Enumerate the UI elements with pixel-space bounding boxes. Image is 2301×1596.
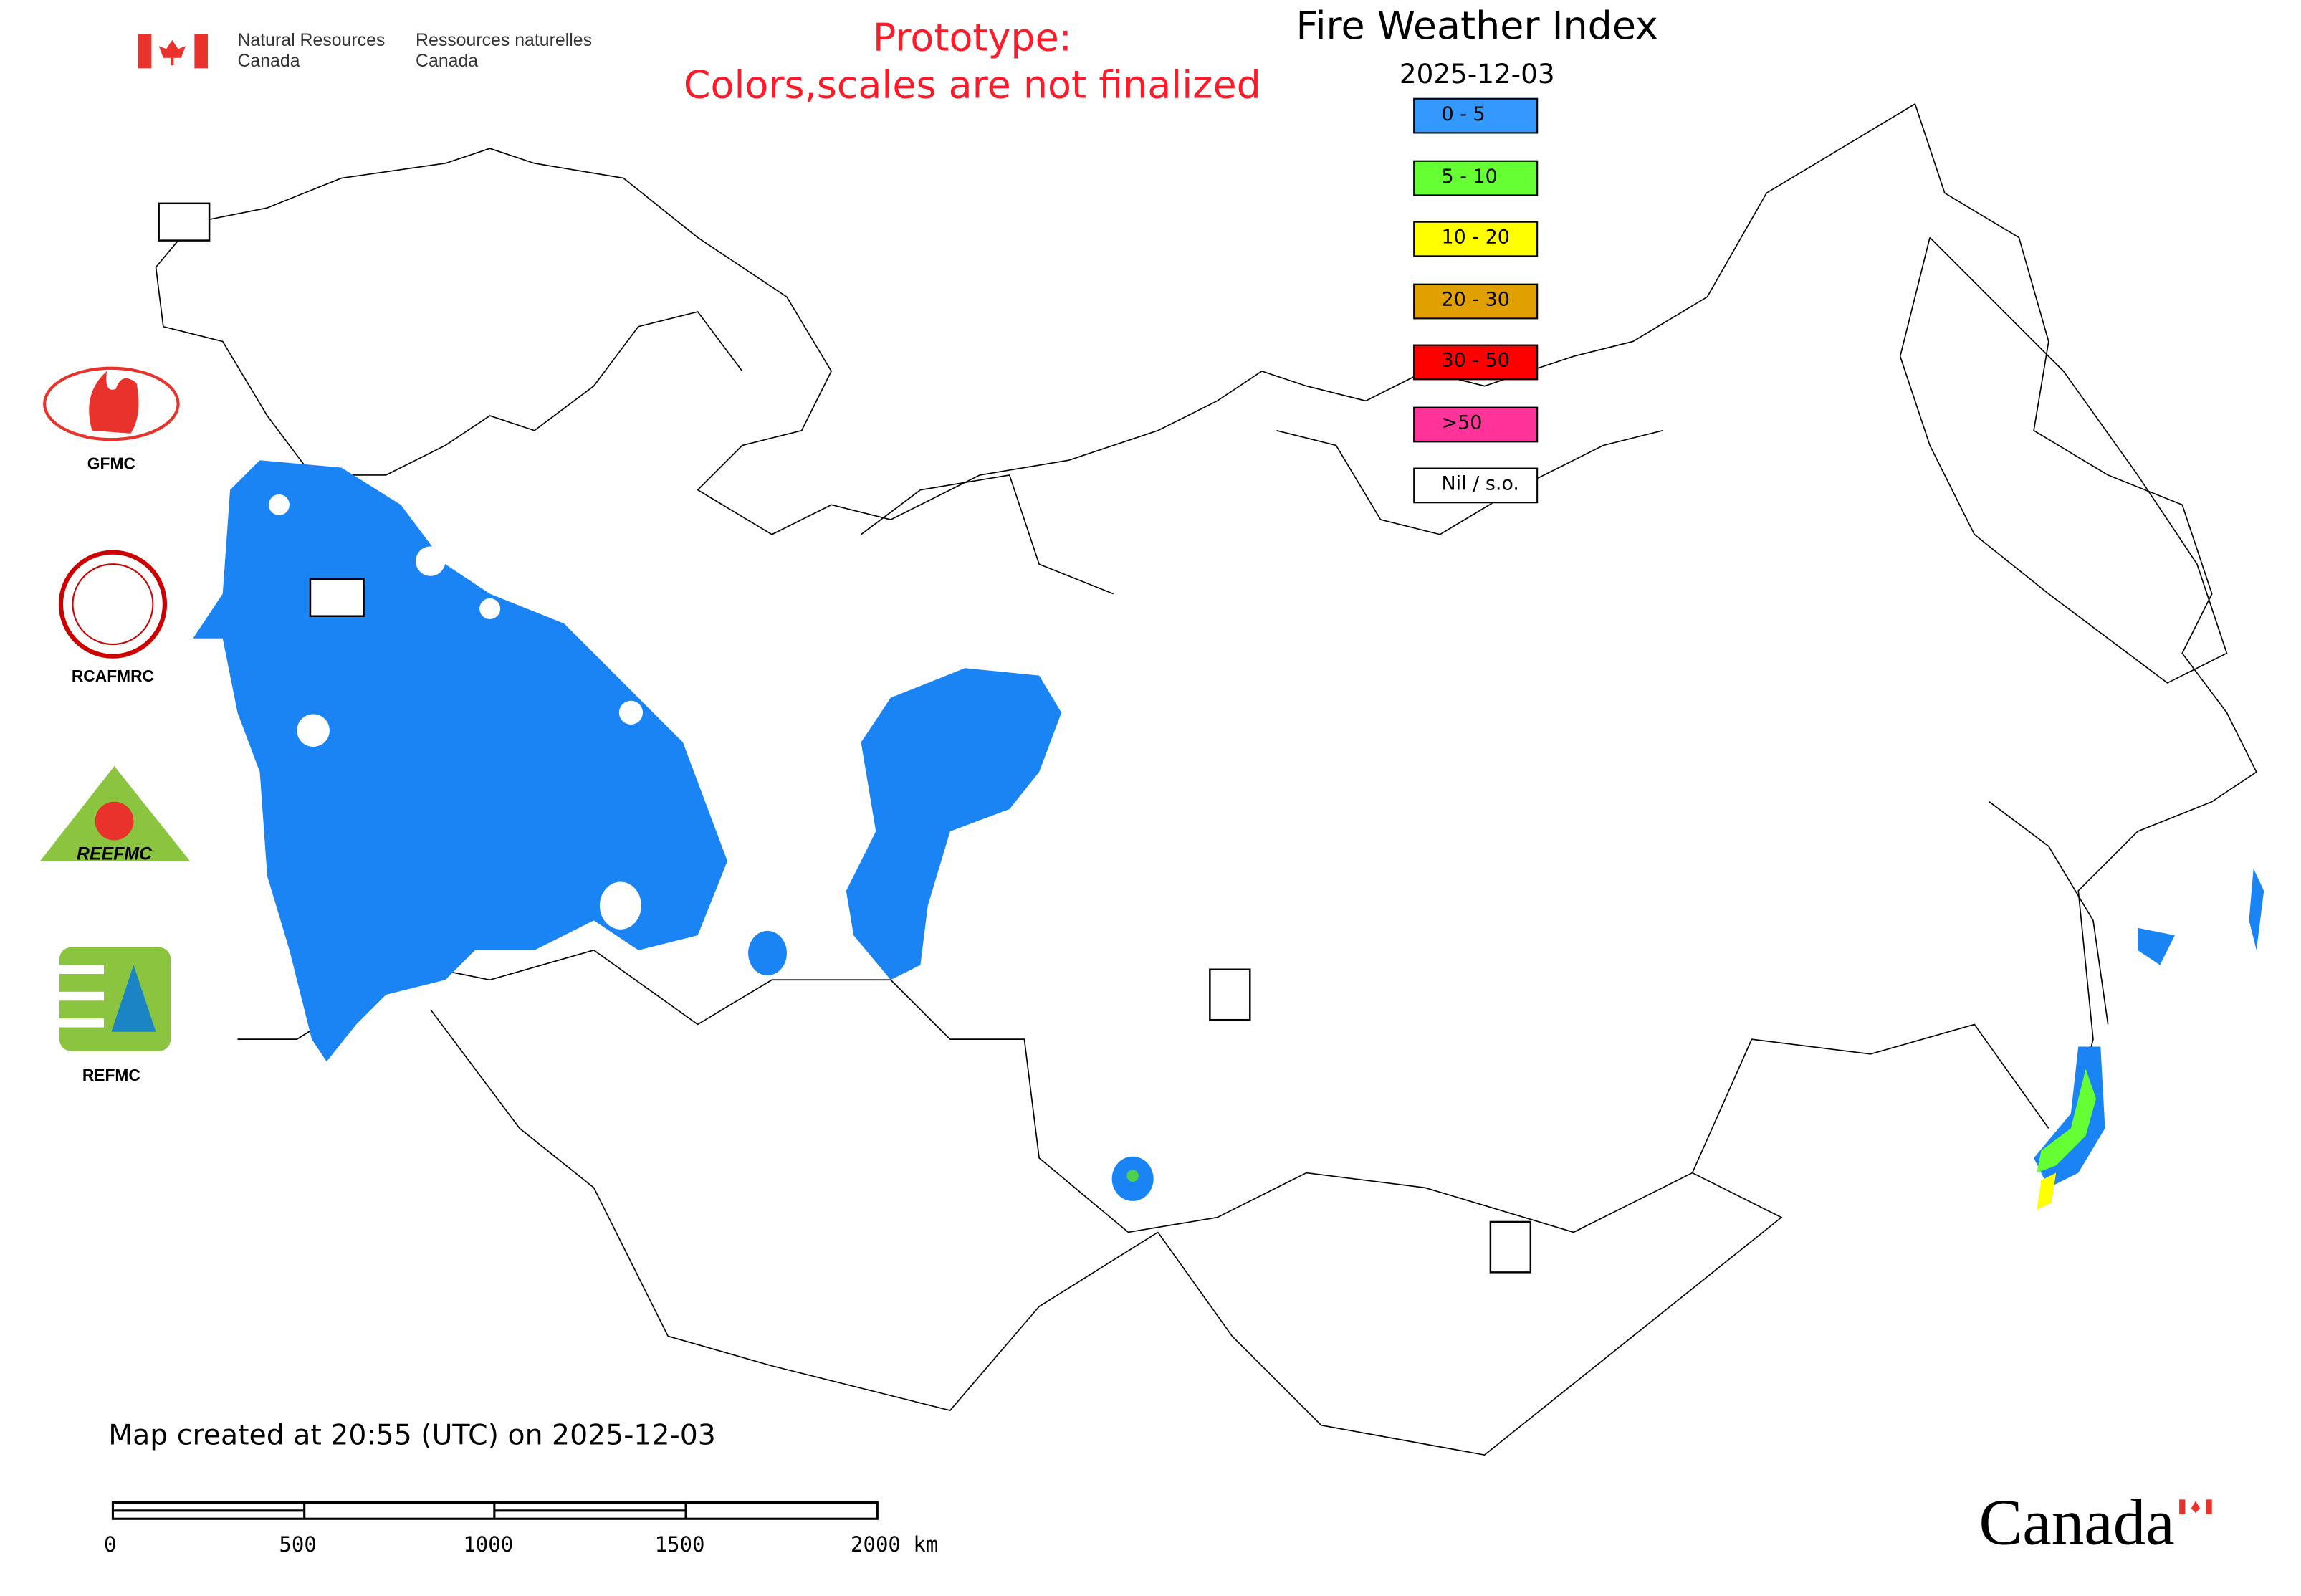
sakhalin — [1989, 801, 2109, 1025]
rcafmrc-label: RCAFMRC — [71, 668, 155, 687]
gfmc-logo — [43, 366, 180, 441]
southern-border — [237, 949, 2049, 1233]
fwi-zone-kurils — [2249, 868, 2264, 950]
scandinavia — [155, 267, 743, 476]
legend-item: Nil / s.o. — [1413, 467, 1539, 504]
scale-tick-2000: 2000 km — [851, 1533, 939, 1558]
scale-tick-1500: 1500 — [654, 1533, 705, 1558]
rcafmrc-map-marker — [1489, 1220, 1532, 1274]
org-en-line2: Canada — [237, 50, 300, 72]
fwi-zone-5-10 — [2037, 1069, 2097, 1173]
coastline-west — [155, 102, 2257, 1159]
map-title: Fire Weather Index — [1296, 4, 1658, 49]
rcafmrc-logo — [58, 550, 168, 659]
legend-item: >50 — [1413, 406, 1539, 442]
fwi-zone-sakhalin — [2138, 927, 2175, 965]
fwi-zone-10-20 — [2037, 1172, 2057, 1210]
refmc-logo — [59, 947, 171, 1051]
gfmc-map-marker — [158, 202, 211, 242]
prototype-notice: Prototype: Colors,scales are not finalize… — [654, 15, 1292, 110]
reefmc-map-marker — [309, 578, 365, 617]
scale-bar — [111, 1501, 879, 1520]
org-fr-line1: Ressources naturelles — [416, 29, 593, 51]
prototype-line2: Colors,scales are not finalized — [683, 64, 1261, 109]
mongolia-border — [1157, 1172, 1783, 1456]
legend-item: 30 - 50 — [1413, 344, 1539, 381]
org-name-fr: Ressources naturelles Canada — [416, 29, 592, 71]
fwi-zone-urals — [846, 668, 1062, 980]
refmc-label: REFMC — [82, 1067, 140, 1086]
map-date: 2025-12-03 — [1399, 59, 1555, 91]
reefmc-label: REEFMC — [77, 843, 152, 864]
map-created-timestamp: Map created at 20:55 (UTC) on 2025-12-03 — [108, 1419, 716, 1453]
taymyr — [1276, 429, 1663, 535]
novaya-zemlya — [861, 474, 1114, 595]
scale-tick-0: 0 — [104, 1533, 117, 1558]
coastline-kamchatka — [1899, 236, 2228, 684]
kazakhstan-border — [430, 1009, 1159, 1411]
fwi-zone-west — [193, 460, 728, 1062]
legend-item: 0 - 5 — [1413, 97, 1539, 134]
org-fr-line2: Canada — [416, 50, 479, 72]
scale-tick-500: 500 — [279, 1533, 317, 1558]
fwi-zone-5-10-small — [1126, 1170, 1139, 1182]
legend-item: 10 - 20 — [1413, 221, 1539, 257]
canada-wordmark-flag — [2179, 1499, 2212, 1515]
country-borders — [155, 102, 2257, 1456]
fwi-zone-small-1 — [748, 930, 787, 976]
prototype-line1: Prototype: — [872, 16, 1072, 61]
legend-item: 20 - 30 — [1413, 282, 1539, 319]
canada-flag-icon — [138, 34, 209, 69]
org-en-line1: Natural Resources — [237, 29, 386, 51]
legend-item: 5 - 10 — [1413, 159, 1539, 196]
scale-tick-1000: 1000 — [463, 1533, 514, 1558]
refmc-map-marker — [1209, 968, 1251, 1021]
fwi-zones-0-5 — [193, 460, 2264, 1201]
gfmc-label: GFMC — [87, 455, 135, 474]
reefmc-logo — [39, 765, 191, 861]
map-logo-markers — [158, 202, 1532, 1274]
org-name-en: Natural Resources Canada — [237, 29, 385, 71]
canada-wordmark: Canada — [1979, 1486, 2175, 1559]
lakes — [268, 494, 644, 930]
